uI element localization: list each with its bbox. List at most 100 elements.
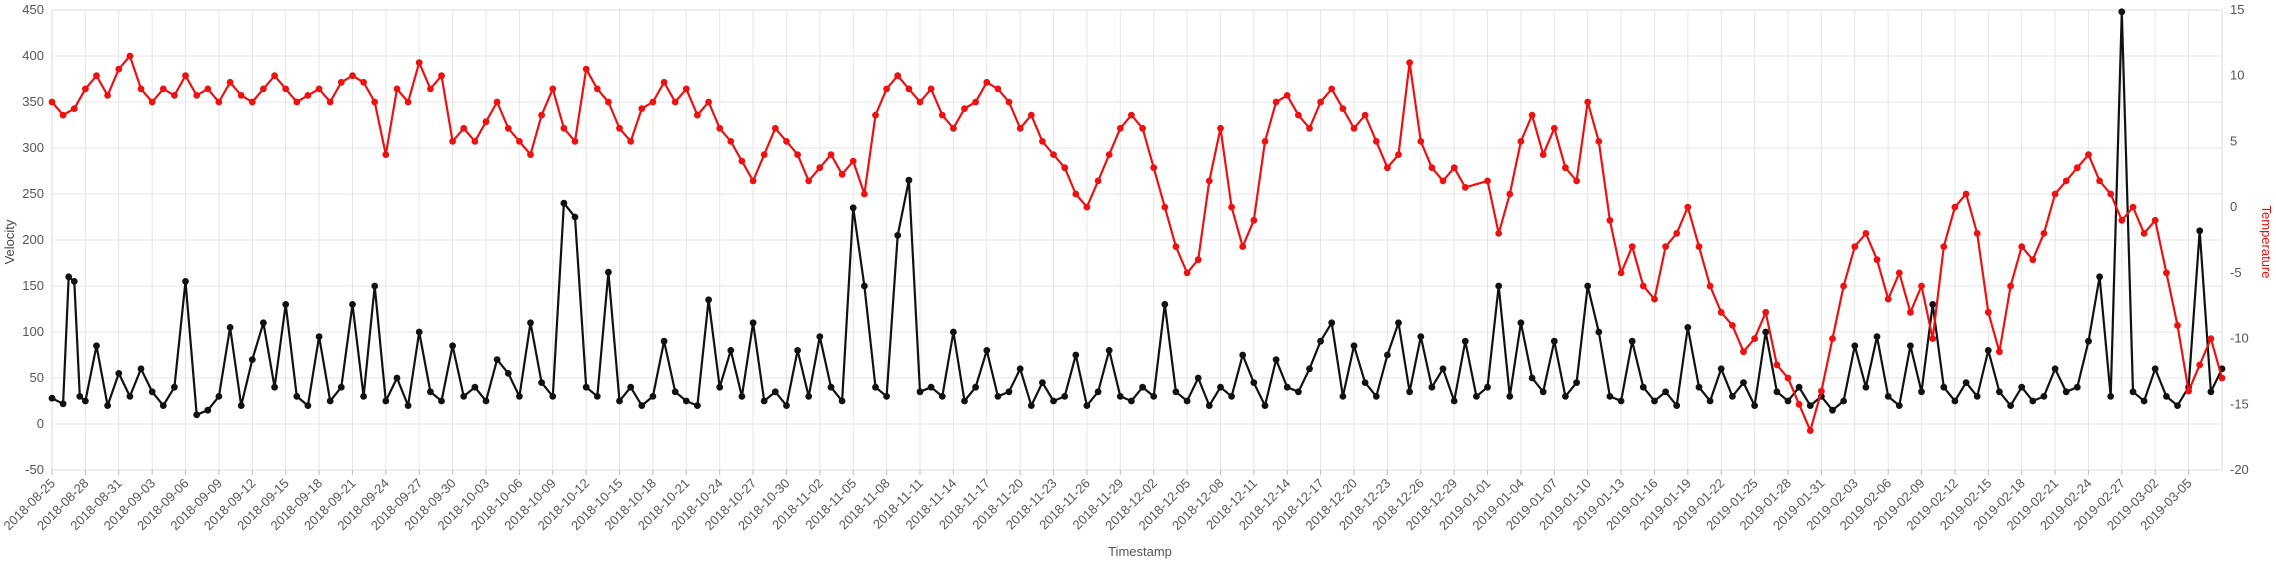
data-point xyxy=(671,98,679,106)
data-point xyxy=(2196,361,2204,369)
data-point xyxy=(1172,243,1180,251)
data-point xyxy=(1717,308,1725,316)
data-point xyxy=(2151,365,2159,373)
data-point xyxy=(215,393,223,400)
data-point xyxy=(1005,98,1013,106)
data-point xyxy=(950,328,957,336)
y-tick-label-right: 15 xyxy=(2230,2,2244,17)
data-point xyxy=(638,105,646,112)
data-point xyxy=(972,383,979,391)
data-point xyxy=(182,278,189,285)
data-point xyxy=(371,98,379,106)
grid-lines xyxy=(51,9,2223,471)
data-point xyxy=(248,98,256,106)
data-point xyxy=(59,111,67,119)
data-point xyxy=(1628,337,1636,345)
data-point xyxy=(1517,319,1525,327)
data-point xyxy=(2018,383,2026,391)
data-point xyxy=(894,232,902,239)
data-point xyxy=(48,394,56,402)
data-point xyxy=(1150,393,1158,400)
data-point xyxy=(1584,282,1592,290)
data-point xyxy=(605,268,612,276)
data-point xyxy=(905,176,913,184)
data-point xyxy=(2174,402,2181,409)
data-point xyxy=(849,204,857,212)
data-point xyxy=(1317,98,1324,106)
data-point xyxy=(1372,393,1380,400)
data-point xyxy=(2051,190,2059,198)
data-point xyxy=(827,383,835,391)
data-point xyxy=(1884,295,1892,303)
data-point xyxy=(1784,374,1792,382)
data-point xyxy=(1695,383,1703,391)
data-point xyxy=(237,402,245,409)
data-point xyxy=(1829,406,1836,414)
data-point xyxy=(115,370,123,377)
data-point xyxy=(1150,164,1158,172)
data-point xyxy=(705,98,712,106)
series-velocity xyxy=(48,8,2226,419)
data-point xyxy=(2218,374,2226,382)
data-point xyxy=(2073,164,2081,172)
data-point xyxy=(516,138,523,145)
data-point xyxy=(671,388,679,396)
data-point xyxy=(1528,111,1536,119)
data-point xyxy=(82,85,89,93)
y-tick-label-right: -15 xyxy=(2230,396,2249,411)
data-point xyxy=(1417,333,1425,340)
data-point xyxy=(1339,393,1347,400)
data-point xyxy=(961,105,968,112)
data-point xyxy=(1773,361,1781,369)
y-axis-title-right: Temperature xyxy=(2259,206,2274,279)
data-point xyxy=(938,111,946,119)
series-line xyxy=(51,10,2223,416)
data-point xyxy=(1461,184,1469,191)
data-point xyxy=(694,402,701,409)
data-point xyxy=(794,347,801,354)
data-point xyxy=(349,301,356,308)
data-point xyxy=(2007,282,2014,290)
data-point xyxy=(2207,335,2215,342)
data-point xyxy=(1072,190,1080,198)
data-point xyxy=(1550,124,1558,132)
right-y-axis: -20 -15 -10 -5 0 5 10 15 xyxy=(2230,2,2249,477)
data-point xyxy=(861,190,868,198)
data-point xyxy=(471,383,479,391)
data-point xyxy=(482,397,490,405)
data-point xyxy=(1918,388,1925,396)
y-tick-label-left: 100 xyxy=(22,324,44,339)
data-point xyxy=(1439,177,1447,185)
data-point xyxy=(1072,351,1080,359)
data-point xyxy=(527,151,534,159)
data-point xyxy=(304,402,312,409)
data-point xyxy=(271,383,278,391)
data-point xyxy=(1773,388,1781,396)
data-point xyxy=(1406,59,1413,66)
data-point xyxy=(1639,282,1647,290)
data-point xyxy=(805,393,813,400)
data-point xyxy=(682,397,690,405)
data-point xyxy=(1918,282,1925,290)
data-point xyxy=(927,383,935,391)
data-point xyxy=(916,98,924,106)
data-point xyxy=(1261,138,1269,145)
data-point xyxy=(1840,397,1847,405)
data-point xyxy=(1194,374,1202,382)
data-point xyxy=(326,397,334,405)
data-point xyxy=(1973,393,1981,400)
data-point xyxy=(1172,388,1180,396)
data-point xyxy=(438,397,445,405)
data-point xyxy=(1050,151,1057,159)
data-point xyxy=(1384,351,1391,359)
data-point xyxy=(504,370,512,377)
data-point xyxy=(271,72,278,80)
data-point xyxy=(248,356,256,363)
data-point xyxy=(1317,337,1324,345)
data-point xyxy=(950,124,957,132)
data-point xyxy=(1128,397,1135,405)
data-point xyxy=(193,411,201,419)
data-point xyxy=(1272,98,1280,106)
y-tick-label-left: 400 xyxy=(22,48,44,63)
